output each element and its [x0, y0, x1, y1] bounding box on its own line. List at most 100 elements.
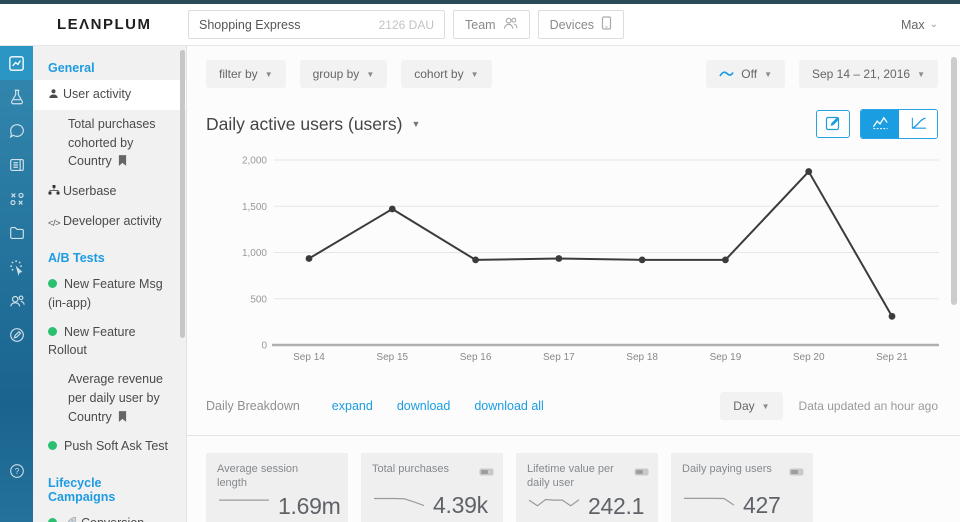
filters-toolbar: filter by ▼ group by ▼ cohort by ▼ Off ▼… — [206, 60, 960, 88]
rail-messages-bubble-icon[interactable] — [0, 114, 33, 148]
user-menu[interactable]: Max ⌄ — [901, 18, 938, 32]
sparkline — [372, 494, 426, 517]
caret-down-icon: ▼ — [411, 119, 421, 129]
edit-chart-button[interactable] — [816, 110, 850, 138]
stat-card-value: 427 — [743, 492, 781, 518]
rail-compose-icon[interactable] — [0, 318, 33, 352]
download-link[interactable]: download — [396, 399, 451, 413]
svg-text:1,000: 1,000 — [242, 248, 267, 259]
main-scrollbar[interactable] — [951, 57, 957, 305]
team-icon — [503, 16, 518, 33]
line-chart-icon — [872, 116, 889, 133]
interval-dropdown[interactable]: Day ▼ — [720, 392, 783, 420]
overlay-toggle-dropdown[interactable]: Off ▼ — [706, 60, 785, 88]
sidebar-menu-list: General User activity Total purchases coho… — [33, 46, 186, 522]
sidebar-item-new-feature-msg-in-app[interactable]: New Feature Msg (in-app) — [33, 270, 186, 318]
rail-variants-icon[interactable] — [0, 182, 33, 216]
team-button[interactable]: Team — [453, 10, 530, 39]
svg-text:2,000: 2,000 — [242, 156, 267, 167]
sidebar-item-label: New Feature Rollout — [48, 324, 136, 358]
date-range-dropdown[interactable]: Sep 14 – 21, 2016 ▼ — [798, 60, 938, 88]
stat-card-lifetime-value-per-daily-user: Lifetime value per daily user 242.1 — [516, 453, 658, 522]
chart-title: Daily active users (users) — [206, 113, 403, 134]
metric-selector[interactable]: Daily active users (users) ▼ — [206, 114, 420, 135]
sparkline — [682, 494, 736, 517]
stat-card-total-purchases: Total purchases 4.39k — [361, 453, 503, 522]
card-toggle-icon[interactable] — [634, 463, 649, 481]
chevron-down-icon: ⌄ — [929, 19, 938, 30]
card-toggle-icon[interactable] — [479, 463, 494, 481]
cohort-by-dropdown[interactable]: cohort by ▼ — [401, 60, 492, 88]
devices-button[interactable]: Devices — [537, 10, 625, 39]
data-updated-text: Data updated an hour ago — [798, 399, 938, 413]
code-icon: </> — [48, 217, 61, 229]
app-selector[interactable]: Shopping Express 2126 DAU — [188, 10, 445, 39]
sidebar-item-label: Total purchases cohorted by Country — [68, 116, 156, 169]
sparkline — [217, 495, 271, 518]
stat-card-value: 242.1 — [588, 492, 645, 519]
rail-analytics-icon[interactable] — [0, 46, 33, 80]
trend-wave-icon — [719, 67, 735, 81]
sidebar-item-average-revenue-per-daily-user-by-country[interactable]: Average revenue per daily user by Countr… — [33, 365, 186, 432]
rail-projects-folder-icon[interactable] — [0, 216, 33, 250]
sidebar-item-total-purchases-cohorted-by-country[interactable]: Total purchases cohorted by Country — [33, 110, 186, 177]
overlay-toggle-label: Off — [741, 67, 758, 81]
svg-text:0: 0 — [261, 341, 267, 352]
edit-pencil-icon — [825, 115, 841, 134]
main-content: filter by ▼ group by ▼ cohort by ▼ Off ▼… — [187, 46, 960, 522]
status-green-dot — [48, 326, 57, 336]
sidebar-section-heading: General — [48, 61, 95, 75]
stat-card-value: 4.39k — [433, 492, 488, 518]
device-phone-icon — [601, 16, 612, 33]
sidebar-item-conversion-campaign[interactable]: Conversion Campaign — [33, 509, 186, 522]
sidebar-item-userbase[interactable]: Userbase — [33, 177, 186, 207]
rocket-icon — [64, 516, 77, 522]
rail-audiences-icon[interactable] — [0, 284, 33, 318]
top-accent-strip — [0, 0, 960, 4]
sidebar-section-heading: Lifecycle Campaigns — [48, 476, 116, 504]
svg-text:?: ? — [14, 467, 19, 476]
user-menu-label: Max — [900, 17, 925, 32]
sidebar-item-label: User activity — [63, 87, 132, 101]
caret-down-icon: ▼ — [366, 69, 375, 79]
sidebar-item-user-activity[interactable]: User activity — [33, 80, 186, 110]
sidebar-item-push-soft-ask-test[interactable]: Push Soft Ask Test — [33, 432, 186, 461]
filter-by-dropdown[interactable]: filter by ▼ — [206, 60, 286, 88]
daily-breakdown-bar: Daily Breakdown expand download download… — [206, 392, 960, 420]
app-header: LEΛNPLUM Shopping Express 2126 DAU Team … — [0, 4, 960, 46]
stat-card-average-session-length: Average session length 1.69m — [206, 453, 348, 522]
card-toggle-icon[interactable] — [789, 463, 804, 481]
status-green-dot — [48, 279, 57, 288]
rail-ab-test-flask-icon[interactable] — [0, 80, 33, 114]
app-selector-value: Shopping Express — [199, 17, 301, 32]
stat-card-value: 1.69m — [278, 492, 341, 519]
sidebar-item-new-feature-rollout[interactable]: New Feature Rollout — [33, 318, 186, 366]
sidebar-scrollbar[interactable] — [180, 50, 185, 338]
filter-by-label: filter by — [219, 67, 258, 81]
group-by-label: group by — [312, 67, 360, 81]
line-chart-view-button[interactable] — [861, 110, 899, 138]
sitemap-icon — [48, 183, 63, 202]
expand-link[interactable]: expand — [331, 399, 373, 413]
person-icon — [48, 86, 63, 105]
download-all-link[interactable]: download all — [474, 399, 544, 413]
svg-text:1,500: 1,500 — [242, 202, 267, 213]
sidebar-item-developer-activity[interactable]: </> Developer activity — [33, 207, 186, 236]
svg-text:Sep 16: Sep 16 — [460, 352, 492, 363]
sidebar-item-label: Developer activity — [63, 213, 162, 228]
cumulative-chart-icon — [910, 116, 927, 133]
sidebar-item-label: New Feature Msg (in-app) — [48, 277, 163, 310]
svg-text:Sep 19: Sep 19 — [710, 352, 742, 363]
bookmark-icon — [118, 153, 127, 172]
status-green-dot — [48, 441, 57, 451]
sparkline — [527, 495, 581, 518]
rail-help-icon[interactable]: ? — [0, 454, 33, 488]
chart-header: Daily active users (users) ▼ — [206, 109, 960, 139]
rail-newsfeed-icon[interactable] — [0, 148, 33, 182]
svg-text:Sep 14: Sep 14 — [293, 352, 325, 363]
status-green-dot — [48, 518, 57, 522]
cumulative-chart-view-button[interactable] — [899, 110, 937, 138]
rail-events-burst-icon[interactable] — [0, 250, 33, 284]
sidebar-section-heading: A/B Tests — [48, 251, 105, 265]
group-by-dropdown[interactable]: group by ▼ — [299, 60, 388, 88]
